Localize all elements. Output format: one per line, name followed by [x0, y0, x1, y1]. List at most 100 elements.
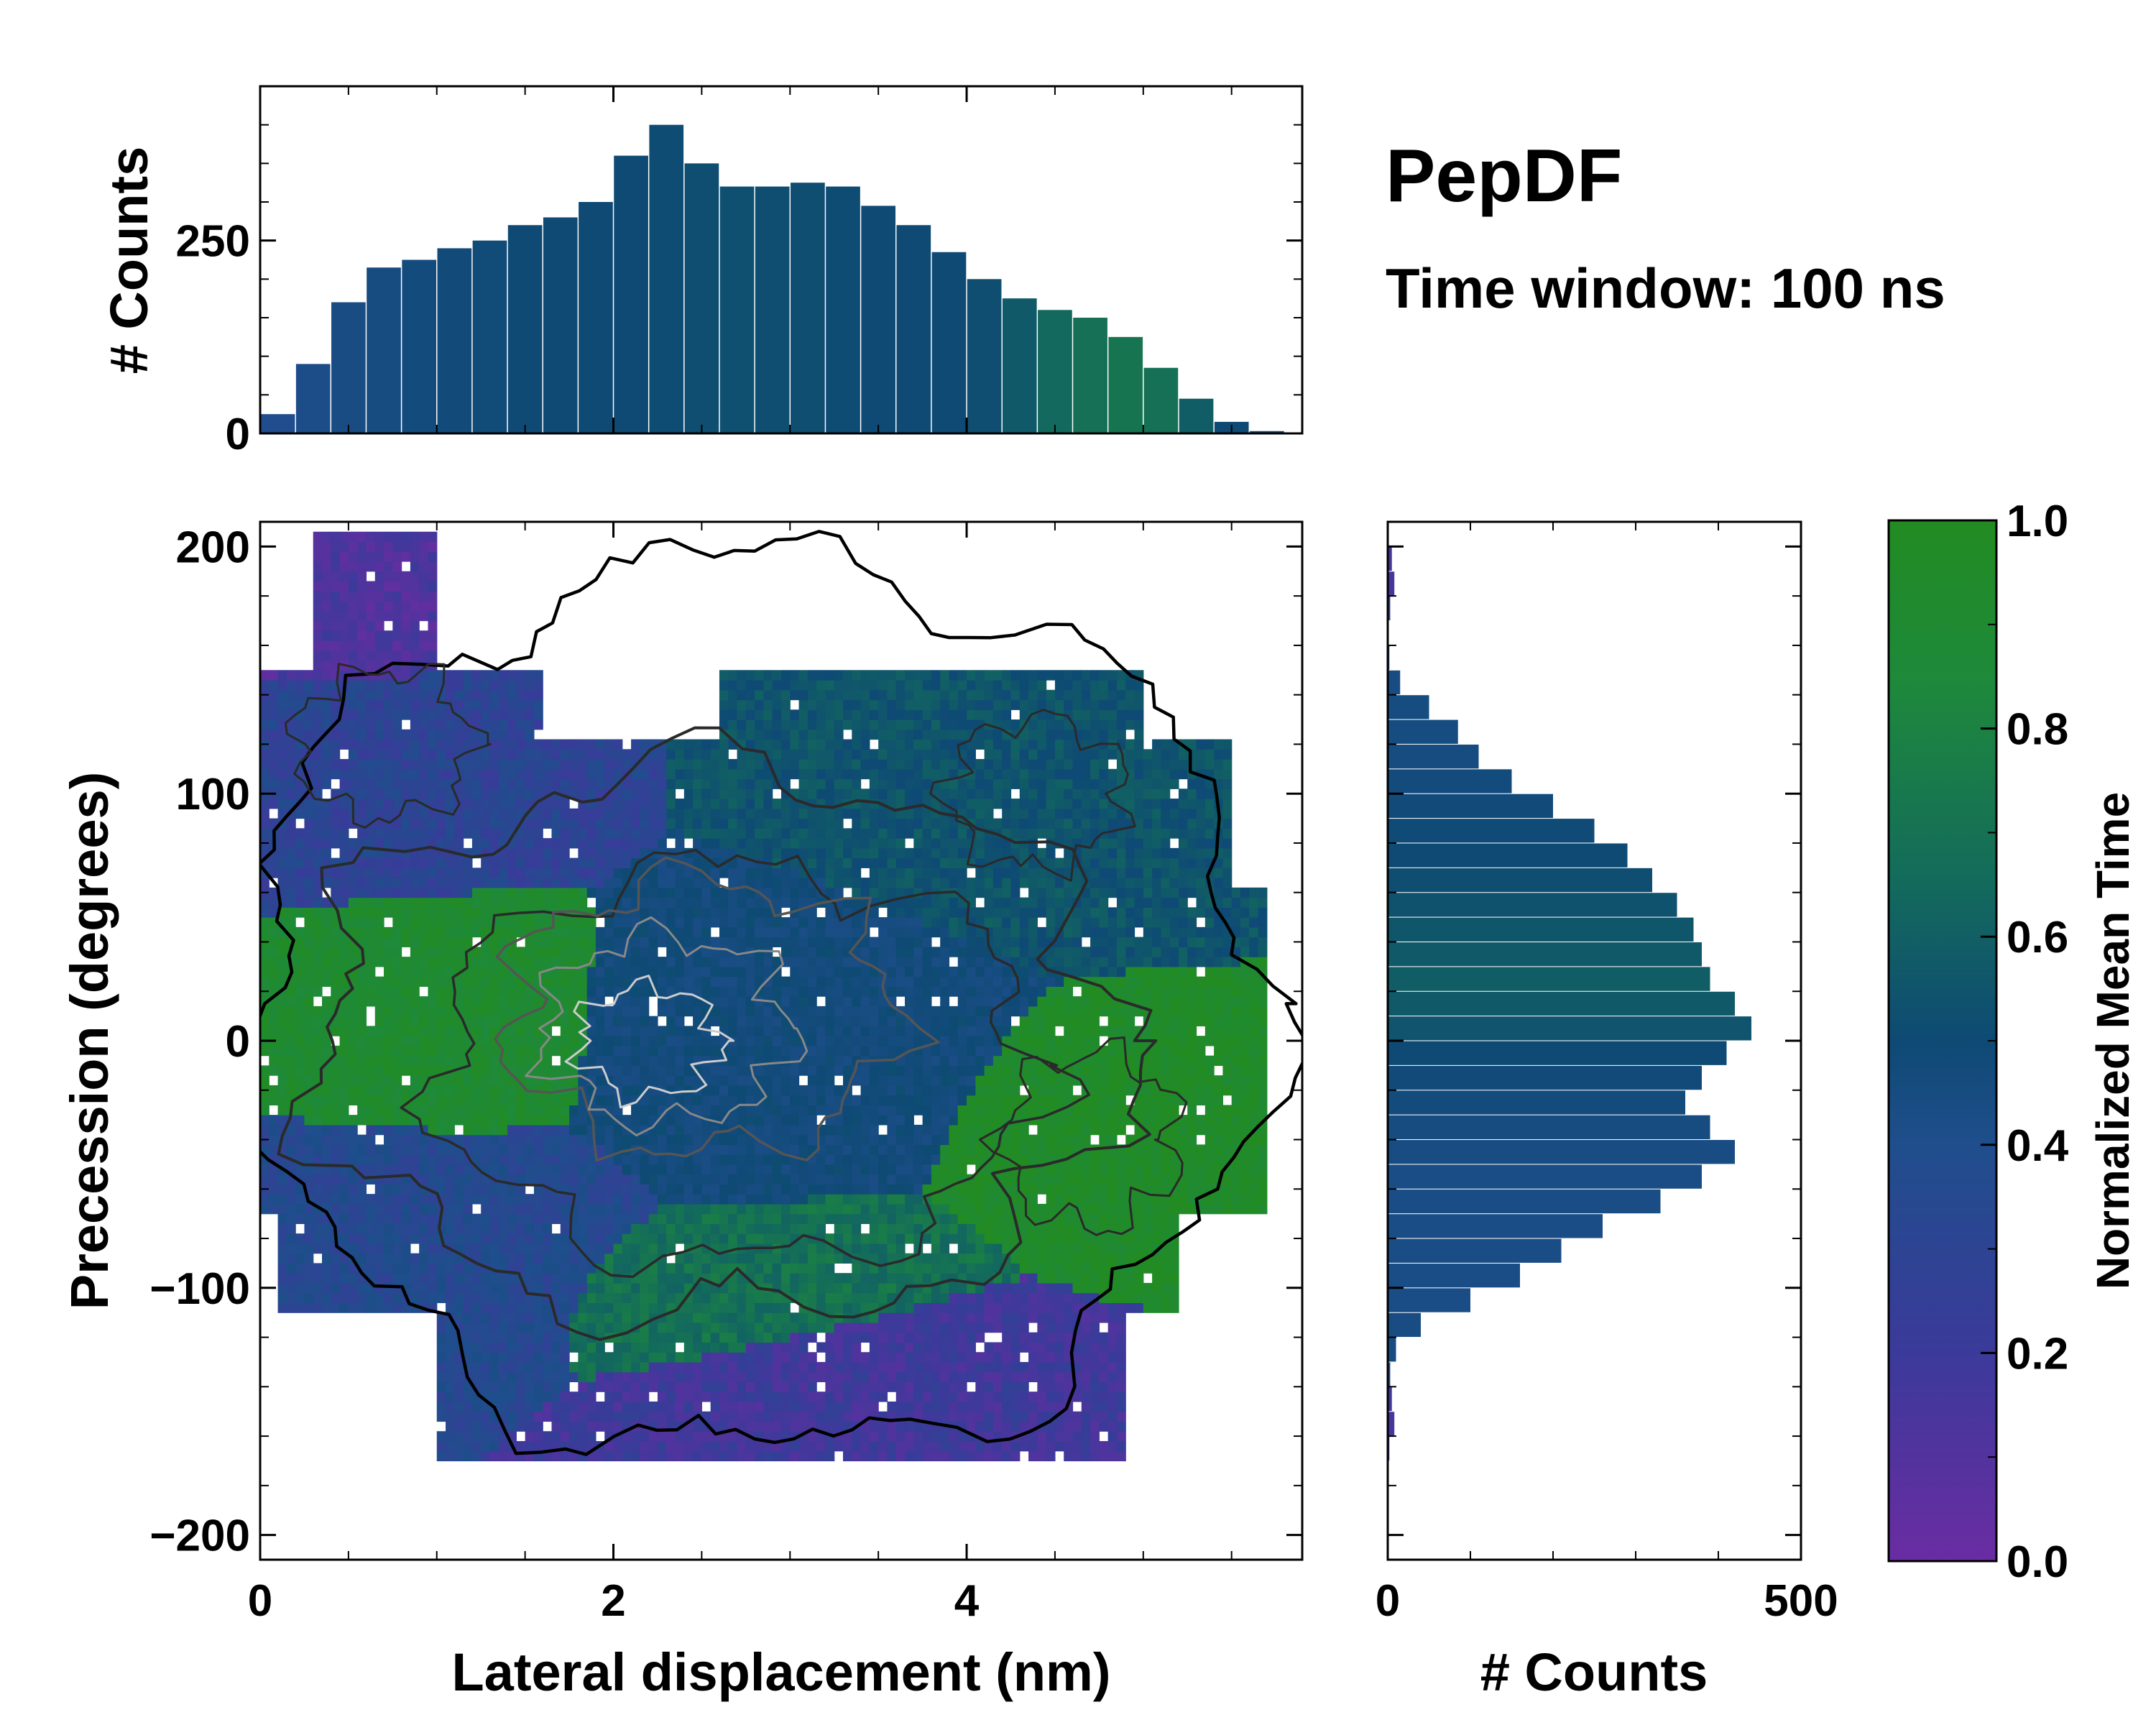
- heatmap-cell: [887, 1105, 897, 1116]
- heatmap-cell: [693, 1401, 703, 1412]
- heatmap-cell: [1187, 1105, 1197, 1116]
- heatmap-cell: [489, 1361, 499, 1373]
- heatmap-cell: [322, 1302, 331, 1313]
- heatmap-cell: [436, 1184, 446, 1195]
- heatmap-cell: [957, 1312, 967, 1323]
- heatmap-cell: [366, 1174, 376, 1185]
- heatmap-cell: [1107, 1312, 1118, 1323]
- heatmap-cell: [463, 1223, 473, 1234]
- heatmap-cell: [631, 1411, 640, 1422]
- heatmap-cell: [551, 1115, 561, 1126]
- heatmap-cell: [1152, 1302, 1161, 1313]
- heatmap-cell: [887, 1213, 897, 1225]
- heatmap-cell: [1054, 1292, 1064, 1304]
- heatmap-cell: [1002, 1411, 1012, 1422]
- heatmap-cell: [772, 1213, 782, 1225]
- heatmap-cell: [410, 996, 420, 1007]
- heatmap-cell: [852, 1134, 862, 1145]
- heatmap-cell: [913, 1036, 923, 1046]
- heatmap-cell: [992, 1213, 1003, 1225]
- heatmap-cell: [975, 1026, 985, 1036]
- heatmap-cell: [1019, 1263, 1029, 1274]
- heatmap-cell: [1134, 1194, 1144, 1205]
- heatmap-cell: [1152, 1223, 1161, 1234]
- heatmap-cell: [1240, 1045, 1250, 1057]
- heatmap-cell: [781, 1105, 791, 1116]
- heatmap-cell: [940, 1134, 950, 1145]
- heatmap-cell: [807, 1392, 817, 1402]
- heatmap-cell: [710, 1213, 720, 1225]
- heatmap-cell: [701, 1184, 711, 1195]
- heatmap-cell: [683, 1164, 694, 1175]
- heatmap-cell: [1196, 1095, 1206, 1105]
- heatmap-cell: [1178, 1036, 1188, 1046]
- heatmap-cell: [852, 1213, 862, 1225]
- heatmap-cell: [578, 1144, 588, 1155]
- heatmap-cell: [683, 1095, 694, 1105]
- heatmap-cell: [1019, 1302, 1029, 1313]
- heatmap-cell: [834, 1440, 844, 1452]
- heatmap-cell: [533, 976, 543, 987]
- heatmap-cell: [852, 1233, 862, 1244]
- heatmap-cell: [860, 1203, 870, 1215]
- heatmap-cell: [975, 1006, 985, 1017]
- heatmap-cell: [949, 1065, 959, 1076]
- heatmap-cell: [1107, 1233, 1118, 1244]
- heatmap-cell: [322, 1282, 331, 1294]
- heatmap-cell: [887, 1016, 897, 1026]
- heatmap-cell: [992, 1045, 1003, 1057]
- heatmap-cell: [825, 1065, 835, 1076]
- heatmap-cell: [1134, 1233, 1144, 1244]
- heatmap-cell: [543, 1352, 553, 1363]
- heatmap-cell: [640, 1055, 650, 1066]
- heatmap-cell: [277, 1273, 287, 1284]
- heatmap-cell: [516, 1411, 526, 1422]
- heatmap-cell: [905, 1036, 914, 1046]
- heatmap-cell: [471, 1440, 482, 1452]
- heatmap-cell: [1090, 1115, 1100, 1126]
- heatmap-cell: [1196, 1036, 1206, 1046]
- heatmap-cell: [1169, 1065, 1179, 1076]
- heatmap-cell: [384, 1164, 393, 1175]
- heatmap-cell: [834, 1134, 844, 1145]
- heatmap-cell: [313, 1164, 323, 1175]
- heatmap-cell: [1090, 1164, 1100, 1175]
- heatmap-cell: [728, 1045, 738, 1057]
- heatmap-cell: [1204, 976, 1215, 987]
- heatmap-cell: [428, 1144, 438, 1155]
- heatmap-cell: [384, 986, 393, 997]
- chart-subtitle: Time window: 100 ns: [1386, 257, 1945, 320]
- heatmap-cell: [975, 1085, 985, 1096]
- heatmap-cell: [807, 1450, 817, 1462]
- heatmap-cell: [1196, 1075, 1206, 1086]
- heatmap-cell: [1028, 1134, 1038, 1145]
- heatmap-cell: [613, 1026, 623, 1036]
- heatmap-cell: [798, 1095, 808, 1105]
- heatmap-cell: [1178, 1184, 1188, 1195]
- heatmap-cell: [816, 1282, 826, 1294]
- heatmap-cell: [772, 976, 782, 987]
- heatmap-cell: [1187, 1164, 1197, 1175]
- heatmap-cell: [1090, 1016, 1100, 1026]
- heatmap-cell: [322, 976, 331, 987]
- heatmap-cell: [463, 1105, 473, 1116]
- heatmap-cell: [631, 1016, 640, 1026]
- heatmap-cell: [1116, 1401, 1126, 1412]
- heatmap-cell: [498, 1115, 508, 1126]
- heatmap-cell: [922, 1075, 932, 1086]
- heatmap-cell: [737, 1036, 747, 1046]
- heatmap-cell: [1002, 1075, 1012, 1086]
- heatmap-cell: [798, 1203, 808, 1215]
- heatmap-cell: [401, 996, 411, 1007]
- heatmap-cell: [1064, 1006, 1074, 1017]
- heatmap-cell: [613, 1371, 623, 1383]
- heatmap-cell: [613, 1154, 623, 1165]
- heatmap-cell: [481, 1036, 491, 1046]
- heatmap-cell: [260, 1203, 270, 1215]
- heatmap-cell: [949, 1026, 959, 1036]
- heatmap-cell: [481, 1312, 491, 1323]
- heatmap-cell: [1116, 1411, 1126, 1422]
- heatmap-cell: [755, 1213, 765, 1225]
- heatmap-cell: [1116, 1292, 1126, 1304]
- heatmap-cell: [1064, 1440, 1074, 1452]
